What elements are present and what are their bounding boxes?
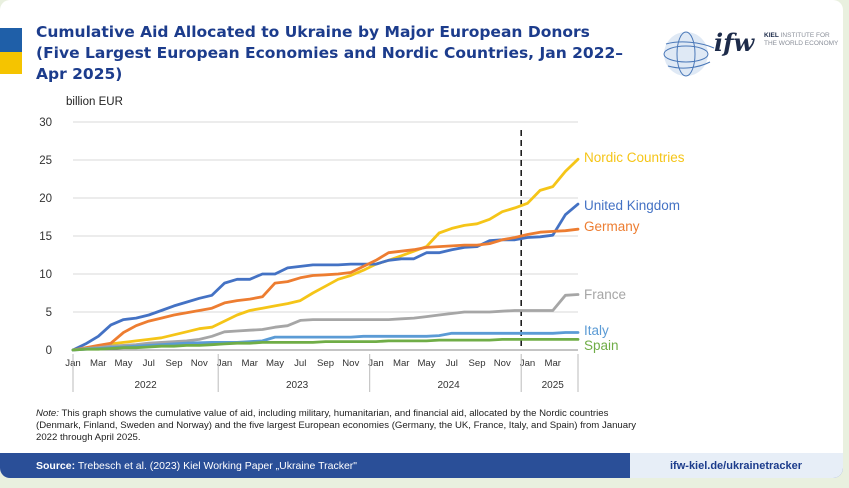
series-line-italy — [71, 331, 580, 352]
series-line-france — [71, 293, 580, 352]
x-tick-label: May — [114, 358, 132, 369]
x-tick-label: Jul — [143, 358, 155, 369]
series-label: United Kingdom — [584, 198, 680, 213]
year-label: 2024 — [437, 380, 460, 391]
x-tick-label: Mar — [544, 358, 561, 369]
year-label: 2023 — [286, 380, 309, 391]
x-tick-label: Jan — [368, 358, 383, 369]
x-tick-label: Mar — [241, 358, 258, 369]
x-tick-label: Jul — [294, 358, 306, 369]
y-tick-label: 20 — [39, 193, 52, 205]
logo-subtitle: KIEL INSTITUTE FOR THE WORLD ECONOMY — [764, 32, 839, 47]
x-tick-label: Sep — [165, 358, 182, 369]
note-label: Note: — [36, 408, 59, 419]
chart-card: Cumulative Aid Allocated to Ukraine by M… — [0, 0, 843, 478]
globe-icon — [663, 31, 715, 77]
x-tick-label: Sep — [468, 358, 485, 369]
ukraine-flag-yellow — [0, 52, 22, 74]
x-tick-label: Jan — [520, 358, 535, 369]
footer-url[interactable]: ifw-kiel.de/ukrainetracker — [670, 460, 803, 472]
series-line-nordic-countries — [71, 157, 580, 352]
y-axis-label: billion EUR — [66, 96, 123, 108]
ukraine-flag-blue — [0, 28, 22, 52]
logo-mark: ifw — [714, 28, 755, 57]
x-tick-label: Nov — [191, 358, 208, 369]
series-label: France — [584, 287, 626, 302]
x-tick-label: Sep — [317, 358, 334, 369]
chart-title: Cumulative Aid Allocated to Ukraine by M… — [36, 23, 624, 83]
x-tick-label: Nov — [342, 358, 359, 369]
series-label: Italy — [584, 323, 609, 338]
series-line-germany — [71, 227, 580, 352]
y-tick-label: 0 — [46, 345, 52, 357]
ifw-logo: ifw KIEL INSTITUTE FOR THE WORLD ECONOMY — [660, 22, 838, 82]
x-tick-label: Jan — [217, 358, 232, 369]
y-tick-label: 15 — [39, 231, 52, 243]
x-tick-label: Jul — [446, 358, 458, 369]
x-tick-label: Nov — [494, 358, 511, 369]
y-tick-label: 5 — [46, 307, 52, 319]
x-tick-label: May — [266, 358, 284, 369]
y-tick-label: 25 — [39, 155, 52, 167]
series-label: Spain — [584, 338, 619, 353]
y-tick-label: 10 — [39, 269, 52, 281]
chart-note: Note: This graph shows the cumulative va… — [36, 408, 646, 444]
x-tick-label: Mar — [393, 358, 410, 369]
year-label: 2022 — [134, 380, 157, 391]
source-text: Source: Trebesch et al. (2023) Kiel Work… — [36, 460, 358, 472]
series-line-spain — [71, 337, 580, 352]
series-label: Nordic Countries — [584, 150, 685, 165]
y-tick-label: 30 — [39, 117, 52, 129]
series-label: Germany — [584, 219, 640, 234]
x-tick-label: May — [417, 358, 435, 369]
note-text: This graph shows the cumulative value of… — [36, 408, 637, 443]
year-label: 2025 — [542, 380, 565, 391]
footer-url-panel — [630, 453, 843, 478]
x-tick-label: Mar — [90, 358, 107, 369]
series-line-united-kingdom — [71, 202, 580, 352]
